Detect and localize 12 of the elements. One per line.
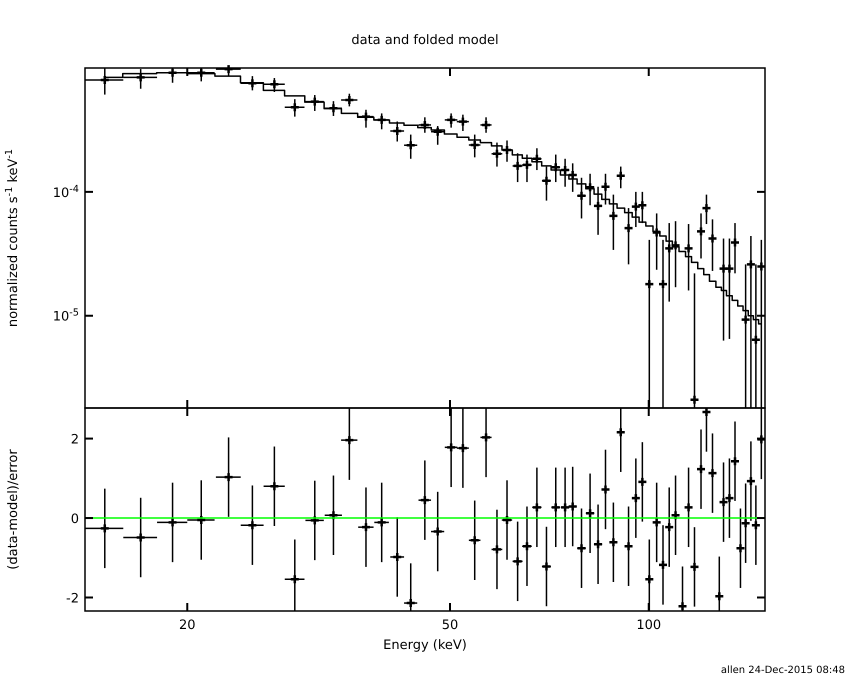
y-tick-label: 0 <box>70 512 79 528</box>
text: allen 24-Dec-2015 08:48 <box>720 665 845 676</box>
y-tick-label: 2 <box>70 432 79 448</box>
x-tick-label: 20 <box>178 618 196 633</box>
y-axis-title: (data-model)/error <box>6 448 21 570</box>
y-tick-label: 10$^{-5}$ <box>52 307 79 325</box>
y-tick-label: -2 <box>66 591 79 606</box>
y-tick-label: 10$^{-4}$ <box>52 183 79 201</box>
x-tick-label: 100 <box>636 618 662 633</box>
x-tick-label: 50 <box>442 618 458 633</box>
chart-title: data and folded model <box>351 33 499 48</box>
x-axis-title: Energy (keV) <box>383 638 467 653</box>
